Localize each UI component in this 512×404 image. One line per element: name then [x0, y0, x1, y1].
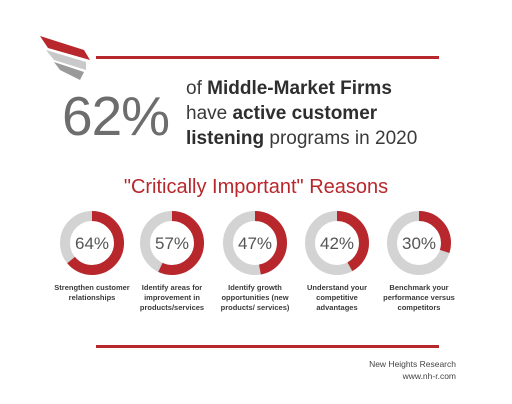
donut-value-label: 64%: [75, 234, 109, 253]
donut-item: 57% Identify areas for improvement in pro…: [130, 211, 214, 313]
donut-value-arc: [223, 211, 287, 275]
donut-value-arc: [60, 211, 124, 275]
donut-item: 64% Strengthen customer relationships: [50, 211, 134, 303]
footer-org: New Heights Research: [369, 359, 456, 369]
donut-category-label: Understand your competitive advantages: [306, 283, 367, 312]
headline-line3-post: programs in 2020: [264, 128, 418, 149]
headline-line2-bold: active customer: [232, 103, 378, 124]
donut-chart: 42%: [305, 211, 369, 275]
donut-item: 42% Understand your competitive advantage…: [295, 211, 379, 313]
donut-category-label: Strengthen customer relationships: [54, 283, 130, 302]
headline-percent: 62%: [62, 85, 170, 147]
donut-value-arc: [387, 211, 451, 275]
footer-url: www.nh-r.com: [402, 371, 456, 381]
donut-chart: 30%: [387, 211, 451, 275]
donut-value-arc: [140, 211, 204, 275]
headline-line3-bold: listening: [186, 128, 265, 149]
donut-item: 30% Benchmark your performance versus com…: [377, 211, 461, 313]
donut-value-label: 57%: [155, 234, 189, 253]
donut-item: 47% Identify growth opportunities (new pr…: [213, 211, 297, 313]
bottom-divider: [96, 345, 439, 348]
wing-logo-icon: [40, 36, 90, 80]
donut-chart: 64%: [60, 211, 124, 275]
donut-value-label: 30%: [402, 234, 436, 253]
donut-category-label: Identify growth opportunities (new produ…: [220, 283, 290, 312]
donut-value-label: 42%: [320, 234, 354, 253]
headline-line1-pre: of: [186, 78, 208, 99]
donut-value-label: 47%: [238, 234, 272, 253]
headline-line1-bold: Middle-Market Firms: [207, 78, 392, 99]
headline-text: of Middle-Market Firms have active custo…: [186, 76, 466, 151]
donut-category-label: Identify areas for improvement in produc…: [139, 283, 205, 312]
footer: New Heights Research www.nh-r.com: [369, 358, 456, 382]
top-divider: [96, 56, 439, 59]
donut-value-arc: [305, 211, 369, 275]
headline-line2-pre: have: [186, 103, 233, 124]
donut-chart: 57%: [140, 211, 204, 275]
reasons-title: "Critically Important" Reasons: [123, 176, 389, 198]
donut-chart: 47%: [223, 211, 287, 275]
donut-category-label: Benchmark your performance versus compet…: [383, 283, 455, 312]
